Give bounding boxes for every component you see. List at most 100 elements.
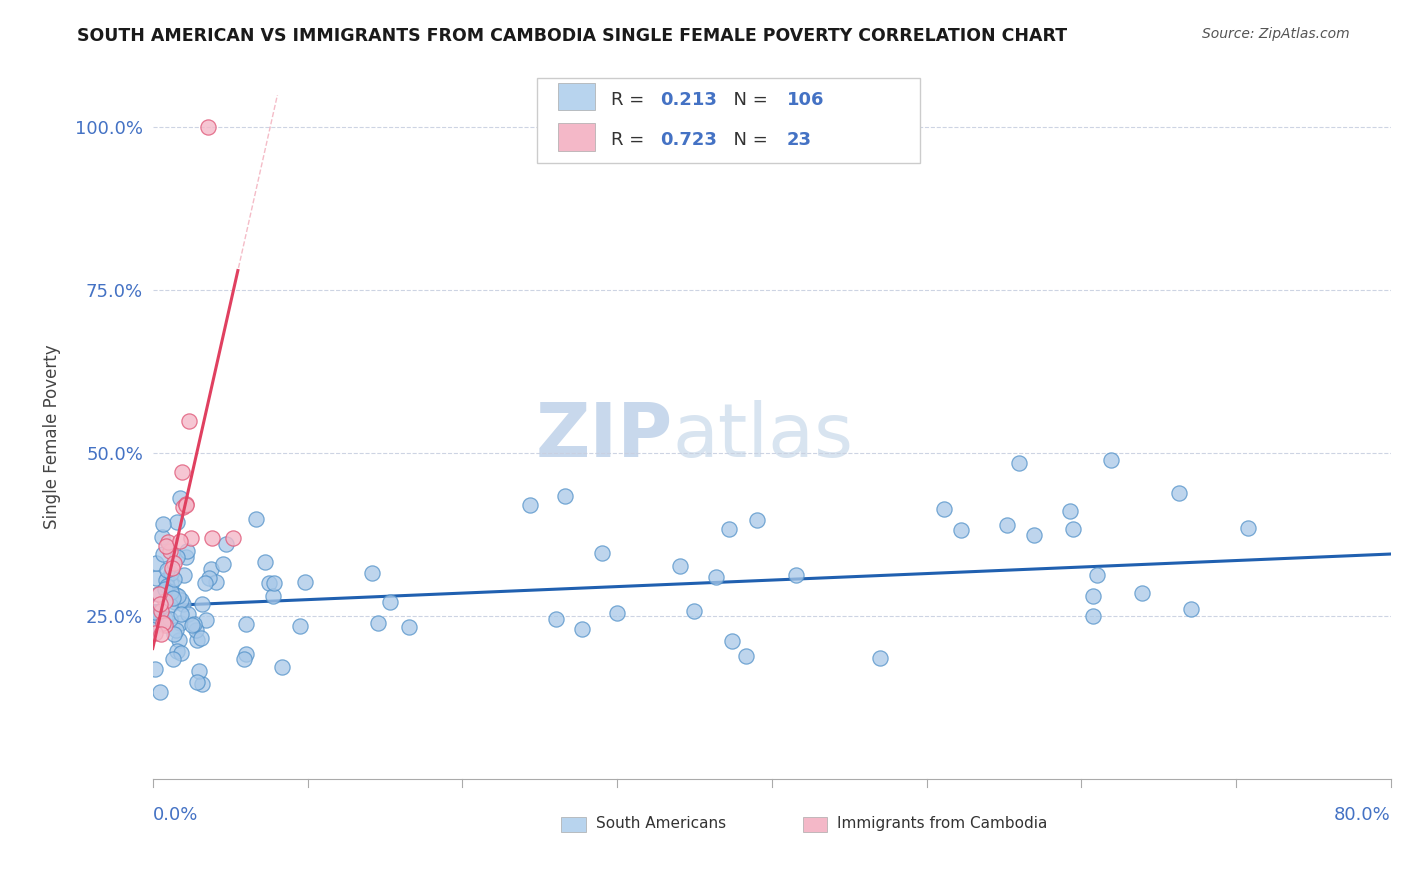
Point: [176, 498, 198, 512]
Point: [869, 651, 891, 665]
Point: [148, 586, 170, 600]
Point: [191, 597, 214, 611]
Point: [150, 613, 173, 627]
Point: [253, 555, 276, 569]
Point: [159, 566, 181, 580]
Text: 0.0%: 0.0%: [153, 806, 198, 824]
Point: [718, 522, 741, 536]
Point: [149, 604, 172, 618]
Text: 80.0%: 80.0%: [1334, 806, 1391, 824]
Point: [554, 489, 576, 503]
Point: [165, 595, 187, 609]
Point: [149, 684, 172, 698]
Text: ZIP: ZIP: [536, 401, 673, 474]
Text: South Americans: South Americans: [596, 816, 725, 831]
Point: [1022, 528, 1045, 542]
Point: [143, 626, 166, 640]
Point: [1062, 522, 1084, 536]
FancyBboxPatch shape: [561, 817, 586, 832]
Point: [571, 622, 593, 636]
Point: [263, 575, 285, 590]
Point: [152, 517, 174, 532]
Text: Immigrants from Cambodia: Immigrants from Cambodia: [838, 816, 1047, 831]
Point: [166, 549, 188, 564]
Point: [180, 618, 202, 632]
Point: [367, 615, 389, 630]
Point: [172, 597, 194, 611]
Point: [186, 675, 208, 690]
Point: [195, 613, 218, 627]
Point: [294, 575, 316, 590]
Point: [155, 573, 177, 587]
Text: 23: 23: [787, 131, 811, 150]
Point: [169, 615, 191, 630]
Point: [245, 512, 267, 526]
Point: [170, 646, 193, 660]
Point: [159, 599, 181, 613]
Point: [235, 617, 257, 632]
Point: [734, 649, 756, 664]
Point: [1083, 608, 1105, 623]
Point: [197, 120, 219, 135]
Point: [173, 568, 195, 582]
Point: [1236, 521, 1258, 535]
Point: [157, 535, 180, 549]
Point: [169, 491, 191, 506]
Point: [995, 517, 1018, 532]
Point: [152, 547, 174, 561]
Point: [233, 652, 256, 666]
Point: [163, 572, 186, 586]
Point: [361, 566, 384, 580]
Point: [668, 559, 690, 574]
Point: [169, 533, 191, 548]
Point: [155, 582, 177, 597]
Point: [162, 651, 184, 665]
Point: [143, 605, 166, 619]
Text: SOUTH AMERICAN VS IMMIGRANTS FROM CAMBODIA SINGLE FEMALE POVERTY CORRELATION CHA: SOUTH AMERICAN VS IMMIGRANTS FROM CAMBOD…: [77, 27, 1067, 45]
Text: R =: R =: [610, 91, 650, 109]
Point: [174, 497, 197, 511]
Point: [165, 623, 187, 637]
Point: [166, 644, 188, 658]
Point: [162, 591, 184, 605]
Point: [1180, 601, 1202, 615]
Point: [160, 577, 183, 591]
Point: [745, 513, 768, 527]
Point: [143, 619, 166, 633]
Point: [184, 623, 207, 637]
Point: [149, 627, 172, 641]
Point: [1087, 568, 1109, 582]
Point: [682, 604, 704, 618]
Point: [212, 557, 235, 571]
Point: [1130, 586, 1153, 600]
Text: Source: ZipAtlas.com: Source: ZipAtlas.com: [1202, 27, 1350, 41]
Point: [152, 616, 174, 631]
Point: [143, 616, 166, 631]
Point: [174, 550, 197, 565]
Point: [290, 619, 312, 633]
Point: [153, 618, 176, 632]
Point: [235, 647, 257, 661]
Point: [160, 561, 183, 575]
Point: [145, 662, 167, 676]
Point: [145, 556, 167, 570]
Text: N =: N =: [723, 91, 773, 109]
Point: [163, 556, 186, 570]
Point: [166, 589, 188, 603]
Point: [155, 539, 177, 553]
Point: [166, 515, 188, 529]
Point: [187, 664, 209, 678]
Point: [606, 606, 628, 620]
Point: [156, 578, 179, 592]
Point: [785, 568, 807, 582]
Text: atlas: atlas: [673, 401, 853, 474]
FancyBboxPatch shape: [558, 83, 595, 111]
Point: [167, 633, 190, 648]
Point: [177, 414, 200, 428]
Point: [262, 589, 284, 603]
Point: [191, 677, 214, 691]
Point: [163, 627, 186, 641]
FancyBboxPatch shape: [803, 817, 827, 832]
Point: [145, 608, 167, 623]
Point: [519, 498, 541, 512]
